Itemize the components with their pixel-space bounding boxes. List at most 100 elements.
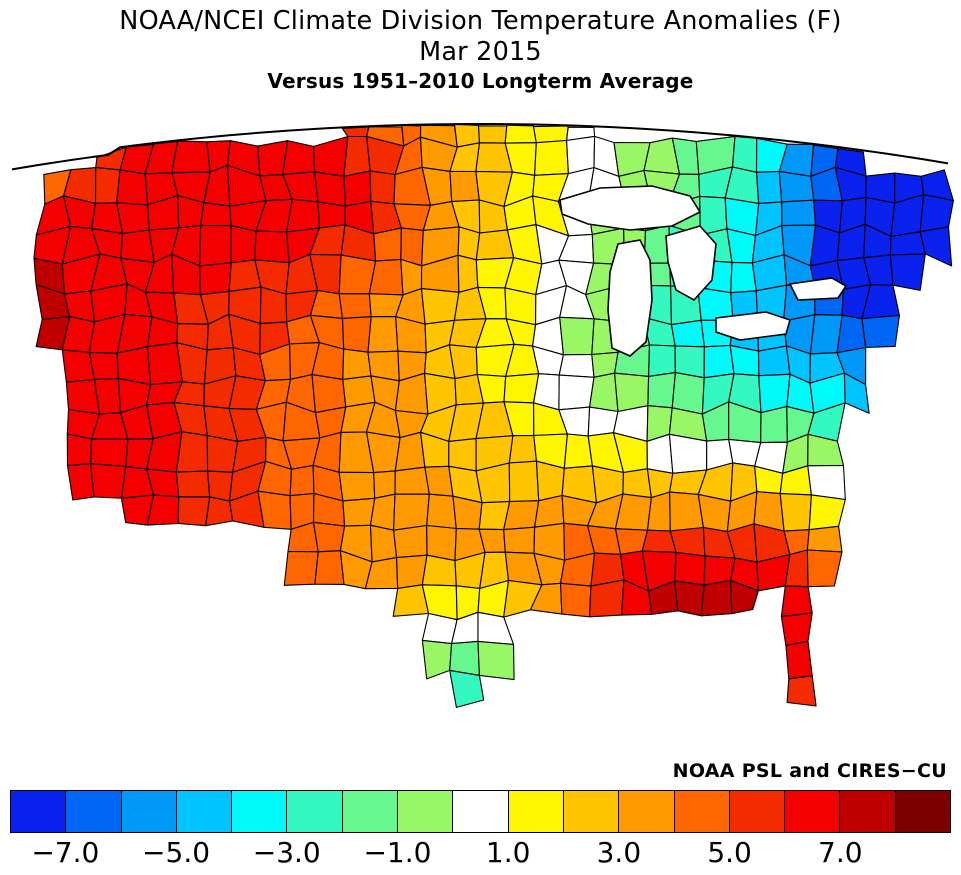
colorbar — [10, 790, 951, 833]
climate-division-cell — [282, 140, 316, 176]
climate-division-cell — [421, 584, 458, 621]
climate-division-cell — [588, 579, 625, 618]
climate-division-cell — [230, 225, 257, 264]
climate-division-cell — [780, 612, 813, 647]
climate-division-cell — [369, 524, 398, 563]
climate-division-cell — [534, 494, 565, 528]
climate-division-cell — [646, 491, 671, 532]
climate-division-cell — [66, 463, 95, 501]
climate-division-cell — [88, 351, 119, 381]
climate-division-cell — [283, 550, 319, 586]
climate-division-cell — [534, 139, 569, 176]
climate-division-cell — [778, 170, 815, 203]
climate-division-cell — [66, 433, 93, 467]
climate-division-cell — [508, 434, 538, 464]
climate-division-cell — [369, 170, 396, 205]
colorbar-tick-2: −3.0 — [252, 836, 321, 869]
climate-division-cell — [449, 640, 480, 676]
climate-division-cell — [503, 373, 540, 404]
climate-division-cell — [703, 344, 735, 379]
climate-division-cell — [559, 316, 595, 356]
climate-division-cell — [94, 167, 121, 204]
climate-division-cell — [369, 493, 396, 531]
climate-division-cell — [729, 579, 759, 615]
climate-division-cell — [806, 549, 843, 588]
climate-division-cell — [254, 230, 290, 264]
climate-division-cell — [780, 585, 813, 618]
climate-division-cell — [146, 342, 183, 386]
climate-division-cell — [285, 198, 321, 233]
climate-division-cell — [314, 171, 347, 207]
climate-division-cell — [199, 224, 232, 267]
page-title: NOAA/NCEI Climate Division Temperature A… — [119, 6, 842, 36]
climate-division-cell — [919, 194, 954, 233]
climate-division-cell — [670, 319, 705, 348]
climate-division-cell — [558, 374, 595, 411]
climate-division-cell — [175, 431, 209, 473]
climate-division-cell — [700, 579, 733, 617]
colorbar-cell-13 — [729, 791, 786, 832]
climate-division-cell — [449, 170, 480, 203]
colorbar-cell-11 — [619, 791, 675, 832]
climate-division-cell — [558, 353, 595, 378]
climate-division-cell — [503, 526, 536, 554]
climate-division-cell — [806, 525, 843, 553]
colorbar-cell-0 — [11, 791, 67, 832]
climate-division-cell — [781, 199, 817, 227]
climate-division-cell — [421, 639, 453, 680]
climate-division-cell — [171, 140, 211, 174]
colorbar-tick-7: 7.0 — [818, 836, 863, 869]
climate-division-cell — [200, 202, 232, 227]
climate-division-cell — [312, 521, 346, 553]
climate-division-cell — [175, 470, 211, 498]
climate-division-cell — [205, 496, 234, 527]
colorbar-tick-6: 5.0 — [707, 836, 752, 869]
climate-division-cell — [669, 526, 706, 557]
climate-division-cell — [779, 493, 812, 532]
colorbar-cell-14 — [785, 791, 841, 832]
climate-division-cell — [314, 550, 345, 585]
colorbar-tick-0: −7.0 — [31, 836, 100, 869]
attribution-text: NOAA PSL and CIRES−CU — [672, 760, 947, 782]
climate-division-cell — [257, 490, 292, 530]
colorbar-cell-16 — [895, 791, 951, 832]
climate-division-cell — [532, 125, 569, 144]
climate-division-cell — [342, 375, 376, 408]
climate-division-cell — [207, 470, 234, 502]
climate-division-cell — [343, 135, 371, 177]
climate-division-cell — [343, 170, 372, 207]
colorbar-cell-7 — [398, 791, 454, 832]
climate-division-cell — [120, 229, 155, 263]
colorbar-cell-15 — [840, 791, 896, 832]
climate-division-cell — [317, 201, 347, 229]
climate-division-cell — [426, 524, 457, 562]
climate-division-cell — [116, 202, 150, 235]
colorbar-tick-1: −5.0 — [142, 836, 211, 869]
colorbar-tick-5: 3.0 — [596, 836, 642, 869]
colorbar-cell-4 — [232, 791, 288, 832]
colorbar-cell-10 — [563, 791, 620, 832]
climate-division-cell — [786, 675, 817, 707]
climate-division-cell — [674, 580, 705, 617]
climate-division-cell — [622, 468, 652, 499]
climate-division-cell — [373, 227, 402, 262]
climate-division-cell — [757, 345, 791, 377]
climate-division-cell — [420, 288, 460, 325]
climate-division-cell — [861, 314, 900, 349]
colorbar-cell-6 — [342, 791, 399, 832]
lake-ontario — [788, 277, 848, 301]
climate-division-cell — [373, 470, 396, 499]
climate-division-cell — [808, 494, 846, 531]
climate-division-cell — [199, 262, 232, 296]
figure-title-block: NOAA/NCEI Climate Division Temperature A… — [0, 6, 961, 95]
climate-division-cell — [760, 405, 788, 444]
climate-division-cell — [259, 286, 288, 325]
climate-division-cell — [426, 493, 457, 530]
climate-division-cell — [889, 253, 926, 291]
climate-division-cell — [93, 377, 122, 415]
climate-division-cell — [731, 135, 758, 173]
climate-division-cell — [755, 170, 783, 205]
climate-division-cell — [647, 372, 676, 409]
colorbar-cell-1 — [66, 791, 122, 832]
